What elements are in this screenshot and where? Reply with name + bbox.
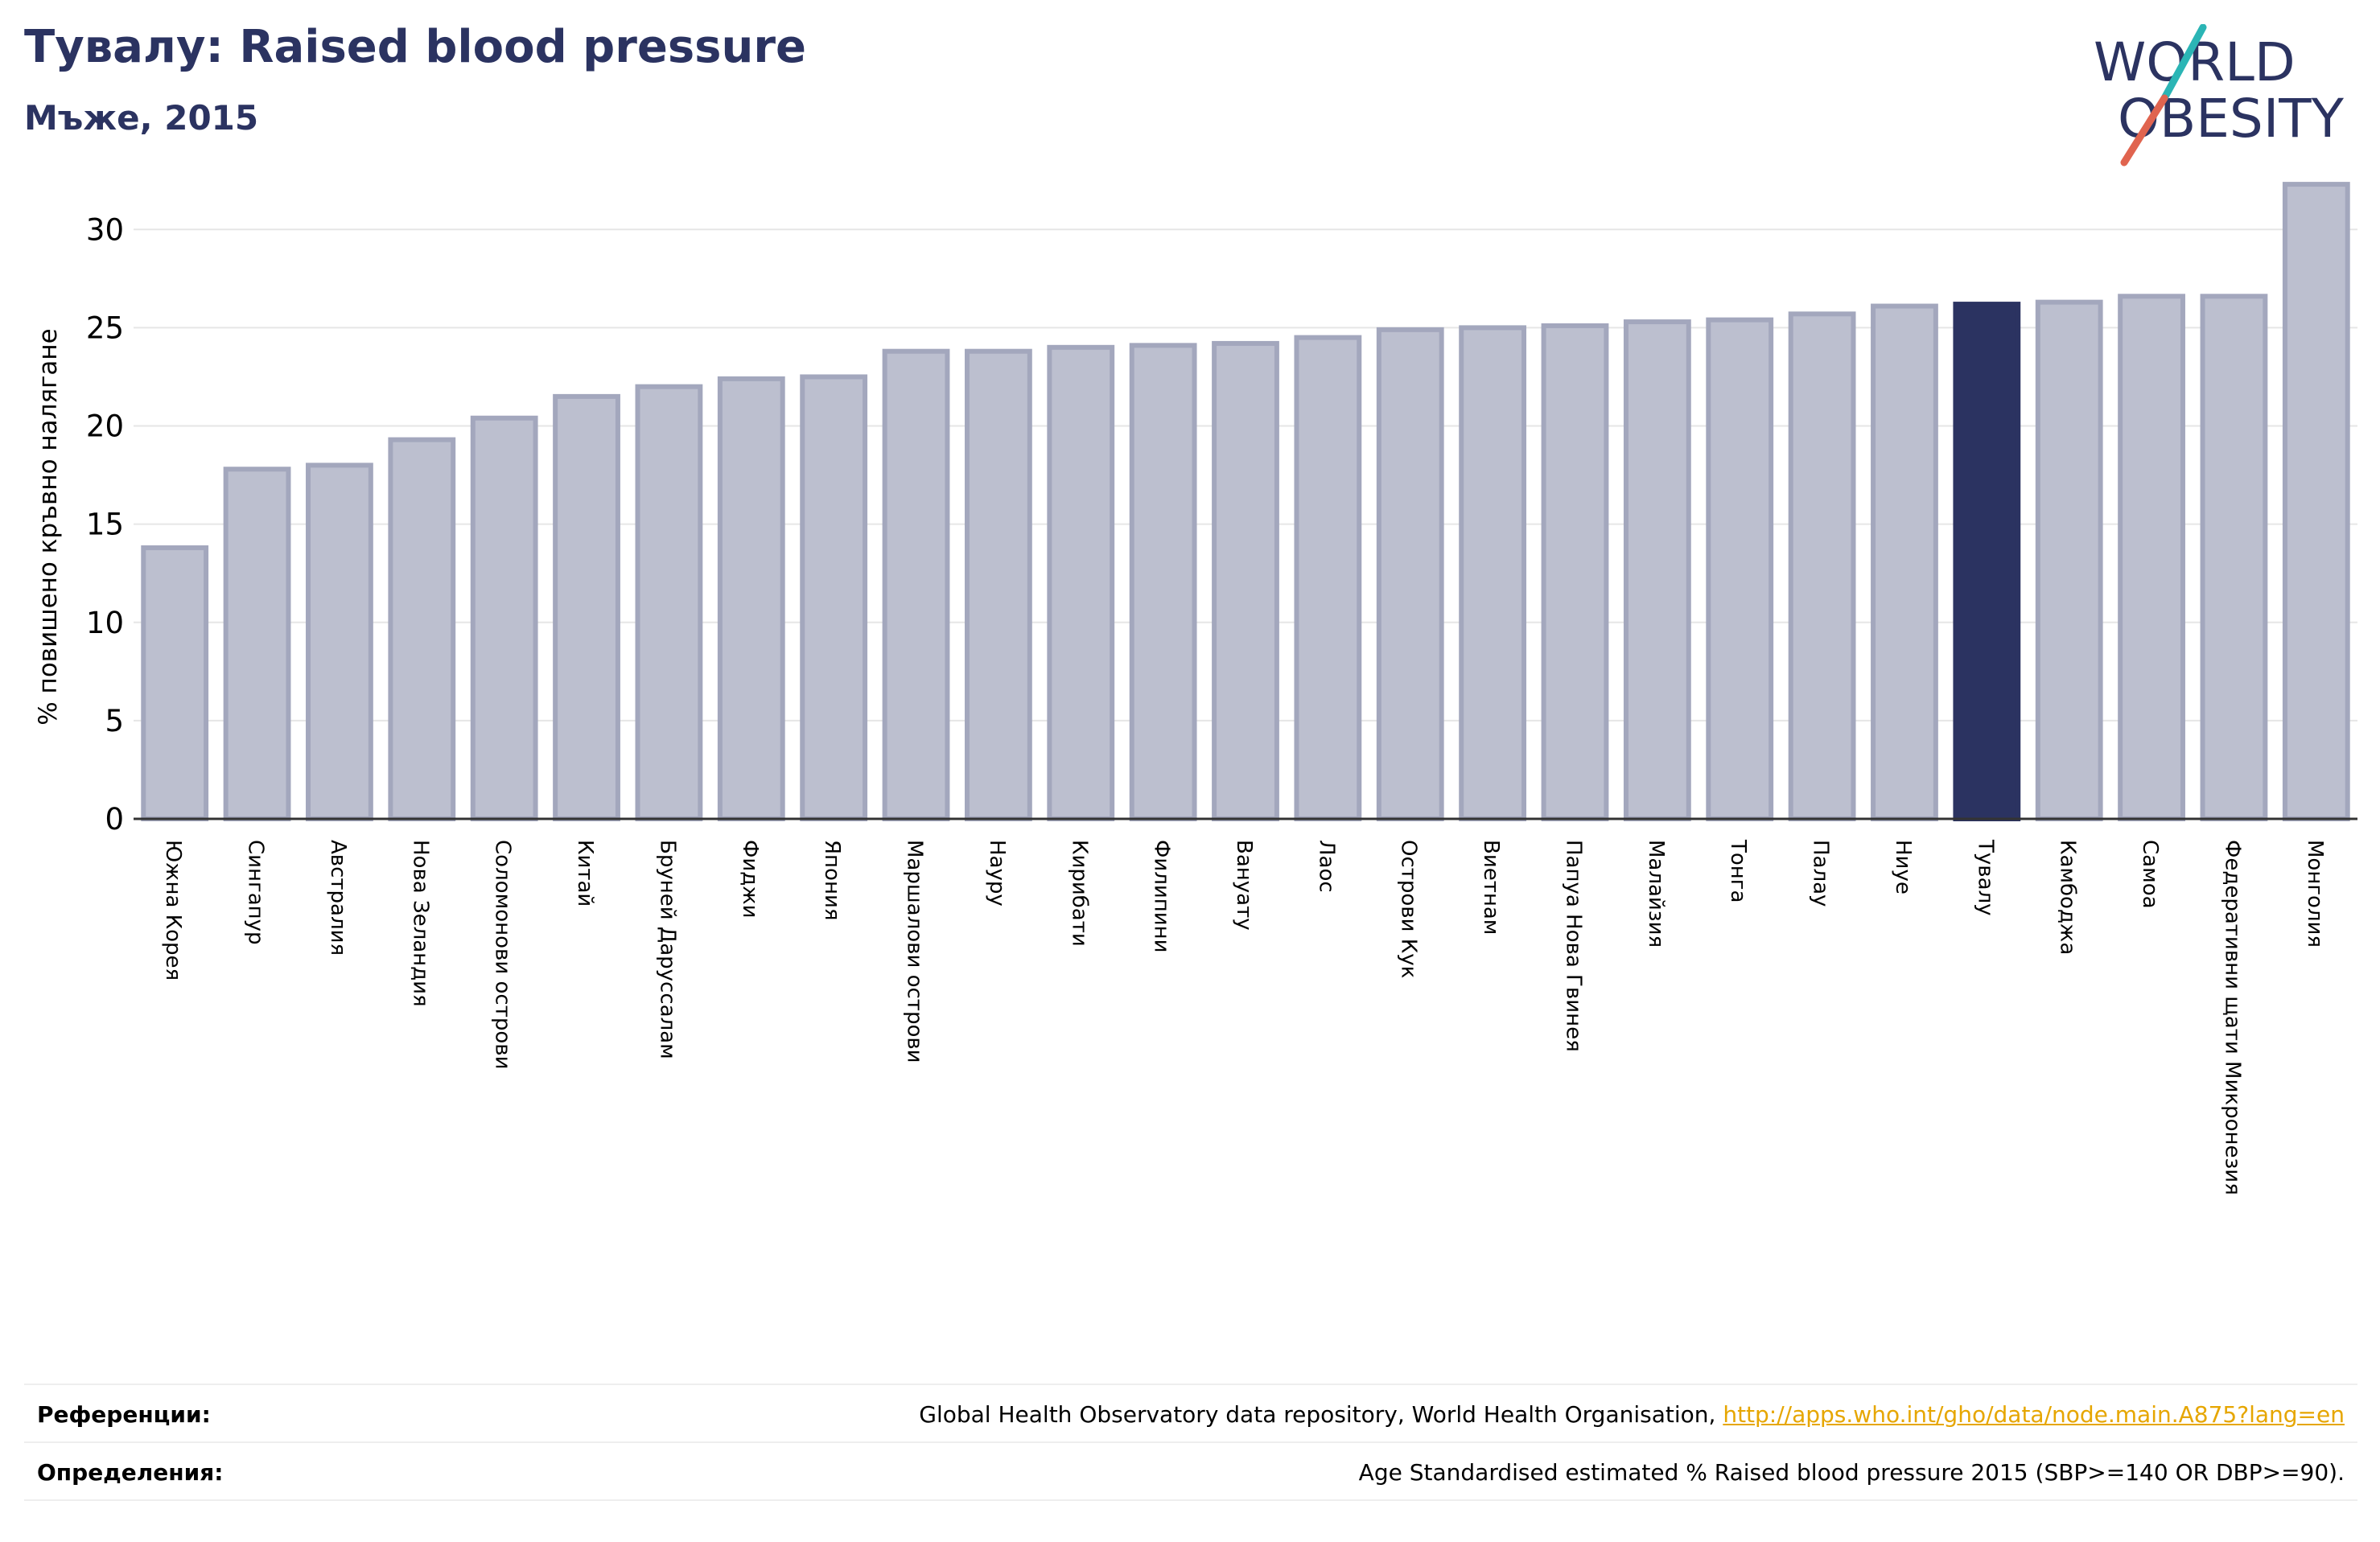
x-tick-label: Федеративни щати Микронезия	[2220, 840, 2244, 1195]
bar	[964, 348, 1032, 822]
definitions-row: Определения: Age Standardised estimated …	[24, 1441, 2357, 1501]
x-tick-label: Филипини	[1150, 840, 1174, 953]
y-tick-label: 30	[86, 212, 124, 247]
logo-slash-bottom	[2120, 94, 2168, 167]
x-tick-label: Кирибати	[1067, 840, 1091, 947]
x-tick-label: Малайзия	[1644, 840, 1668, 948]
bar	[635, 384, 703, 821]
x-tick-label: Австралия	[326, 840, 350, 956]
references-label: Референции:	[37, 1401, 211, 1428]
bar	[1047, 344, 1115, 821]
y-axis-label: % повишено кръвно налягане	[34, 328, 63, 726]
references-row: Референции: Global Health Observatory da…	[24, 1384, 2357, 1441]
bar	[1706, 317, 1774, 821]
x-tick-label: Ниуе	[1891, 840, 1915, 894]
x-tick-label: Лаос	[1314, 840, 1338, 893]
x-tick-label: Япония	[820, 840, 844, 921]
references-link[interactable]: http://apps.who.int/gho/data/node.main.A…	[1723, 1401, 2345, 1428]
bar	[2035, 299, 2103, 822]
x-tick-label: Маршалови острови	[903, 840, 927, 1063]
bar	[1376, 327, 1444, 821]
x-tick-label: Сингапур	[244, 840, 268, 945]
logo-slash-top	[2160, 24, 2207, 102]
x-tick-label: Тонга	[1726, 839, 1750, 903]
bar	[1212, 340, 1279, 821]
bar	[1623, 319, 1691, 822]
world-obesity-logo: WORLD OBESITY	[2094, 24, 2345, 167]
x-tick-label: Монголия	[2303, 840, 2327, 948]
bar	[388, 437, 456, 821]
x-axis-labels: Южна Корея Сингапур Австралия Нова Зеландия…	[161, 839, 2327, 1195]
x-tick-label: Виетнам	[1479, 840, 1503, 935]
references-value: Global Health Observatory data repositor…	[919, 1401, 2345, 1428]
bar	[1129, 343, 1197, 822]
references-text: Global Health Observatory data repositor…	[919, 1401, 1723, 1428]
bar-chart: 0 5 10 15 20 25 30 Южна Корея Сингапур Австралия…	[34, 182, 2357, 1195]
definitions-label: Определения:	[37, 1459, 224, 1486]
bar	[2200, 294, 2268, 822]
bars	[141, 182, 2350, 822]
bar	[1294, 335, 1362, 821]
y-tick-label: 20	[86, 409, 124, 444]
y-tick-label: 5	[105, 704, 124, 738]
bar	[553, 393, 620, 821]
x-tick-label: Бруней Даруссалам	[655, 840, 679, 1059]
x-tick-label: Науру	[985, 840, 1009, 907]
bar	[223, 467, 291, 821]
x-tick-label: Китай	[573, 840, 597, 907]
y-tick-label: 0	[105, 802, 124, 837]
x-tick-label: Соломонови острови	[491, 840, 515, 1069]
x-tick-label: Фиджи	[738, 840, 762, 919]
x-tick-label: Тувалу	[1973, 839, 1997, 916]
bar	[470, 415, 538, 822]
x-tick-label: Острови Кук	[1397, 840, 1421, 978]
x-tick-label: Папуа Нова Гвинея	[1561, 840, 1585, 1052]
x-tick-label: Нова Зеландия	[408, 840, 432, 1007]
bar	[2282, 182, 2350, 821]
bar	[717, 376, 785, 821]
bar	[1871, 303, 1938, 821]
x-tick-label: Камбоджа	[2056, 840, 2080, 955]
y-tick-label: 10	[86, 606, 124, 640]
x-tick-label: Палау	[1809, 840, 1833, 907]
bar	[1459, 325, 1527, 822]
bar	[141, 545, 209, 821]
bar-highlighted	[1953, 302, 2021, 821]
bar	[882, 348, 950, 822]
bar	[800, 374, 868, 822]
chart-title: Тувалу: Raised blood pressure	[24, 21, 806, 73]
bar	[1788, 311, 1856, 821]
y-tick-label: 25	[86, 310, 124, 345]
bar	[2118, 294, 2185, 822]
x-tick-label: Вануату	[1232, 840, 1256, 931]
bar	[306, 463, 373, 821]
chart-subtitle: Мъже, 2015	[24, 98, 259, 138]
definitions-value: Age Standardised estimated % Raised bloo…	[1358, 1459, 2345, 1486]
x-tick-label: Южна Корея	[161, 840, 185, 981]
y-axis-ticks: 0 5 10 15 20 25 30	[86, 212, 124, 837]
bar	[1541, 323, 1609, 821]
x-tick-label: Самоа	[2138, 840, 2162, 909]
y-tick-label: 15	[86, 508, 124, 542]
